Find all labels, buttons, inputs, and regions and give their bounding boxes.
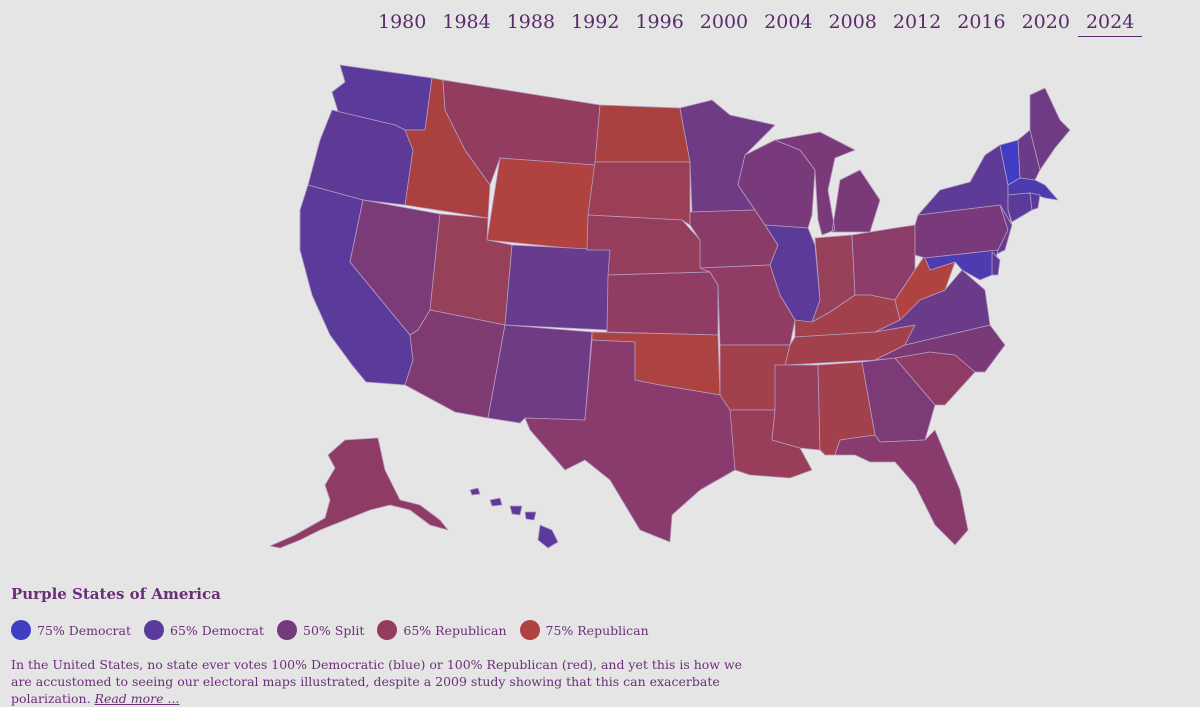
state-AK[interactable] (269, 437, 449, 549)
year-tab-2008[interactable]: 2008 (828, 11, 877, 33)
legend-swatch (377, 620, 398, 640)
legend-label: 50% Split (303, 622, 365, 638)
legend-label: 75% Democrat (37, 622, 132, 638)
state-NH[interactable] (1017, 129, 1041, 181)
state-CO[interactable] (504, 244, 611, 331)
state-DE[interactable] (991, 251, 1001, 276)
description: In the United States, no state ever vote… (11, 656, 751, 707)
year-tab-2012[interactable]: 2012 (892, 11, 942, 33)
state-CT[interactable] (1007, 192, 1033, 223)
year-tab-2016[interactable]: 2016 (957, 11, 1006, 33)
year-tab-1996[interactable]: 1996 (635, 11, 684, 33)
legend-item: 75% Republican (519, 620, 649, 640)
year-selector: 1980 1984 1988 1992 1996 2000 2004 2008 2012 2016… (370, 8, 1143, 37)
state-ND[interactable] (594, 104, 691, 163)
legend-swatch (277, 620, 298, 640)
legend: 75% Democrat 65% Democrat 50% Split 65% Rep… (11, 620, 662, 640)
state-TX[interactable] (524, 339, 736, 543)
legend-label: 75% Republican (545, 622, 649, 638)
description-text: In the United States, no state ever vote… (11, 657, 743, 706)
legend-swatch (144, 620, 165, 640)
legend-swatch (11, 620, 31, 640)
state-MI[interactable] (774, 131, 881, 236)
year-tab-2024[interactable]: 2024 (1077, 8, 1143, 37)
state-MS[interactable] (771, 364, 821, 451)
year-tab-1988[interactable]: 1988 (506, 11, 556, 33)
state-AZ[interactable] (404, 309, 506, 419)
state-NM[interactable] (487, 324, 593, 424)
year-tab-1992[interactable]: 1992 (571, 11, 620, 33)
state-RI[interactable] (1029, 192, 1041, 211)
legend-item: 50% Split (277, 620, 364, 640)
year-tab-2000[interactable]: 2000 (699, 11, 749, 33)
year-tab-2004[interactable]: 2004 (764, 11, 813, 33)
map-title: Purple States of America (11, 585, 221, 603)
state-HI[interactable] (469, 487, 559, 549)
legend-item: 65% Republican (377, 620, 507, 640)
year-tab-2020[interactable]: 2020 (1021, 11, 1070, 33)
state-ME[interactable] (1029, 87, 1071, 171)
state-WY[interactable] (486, 157, 596, 251)
state-MD[interactable] (924, 249, 999, 281)
legend-label: 65% Democrat (170, 622, 265, 638)
year-tab-1980[interactable]: 1980 (378, 11, 427, 33)
legend-label: 65% Republican (403, 622, 507, 638)
legend-item: 75% Democrat (11, 620, 131, 640)
year-tab-1984[interactable]: 1984 (442, 11, 491, 33)
state-FL[interactable] (834, 429, 969, 546)
read-more-link[interactable]: Read more ... (94, 691, 180, 706)
state-SD[interactable] (587, 161, 691, 226)
legend-item: 65% Democrat (144, 620, 264, 640)
legend-swatch (519, 620, 540, 640)
state-KS[interactable] (606, 271, 719, 336)
